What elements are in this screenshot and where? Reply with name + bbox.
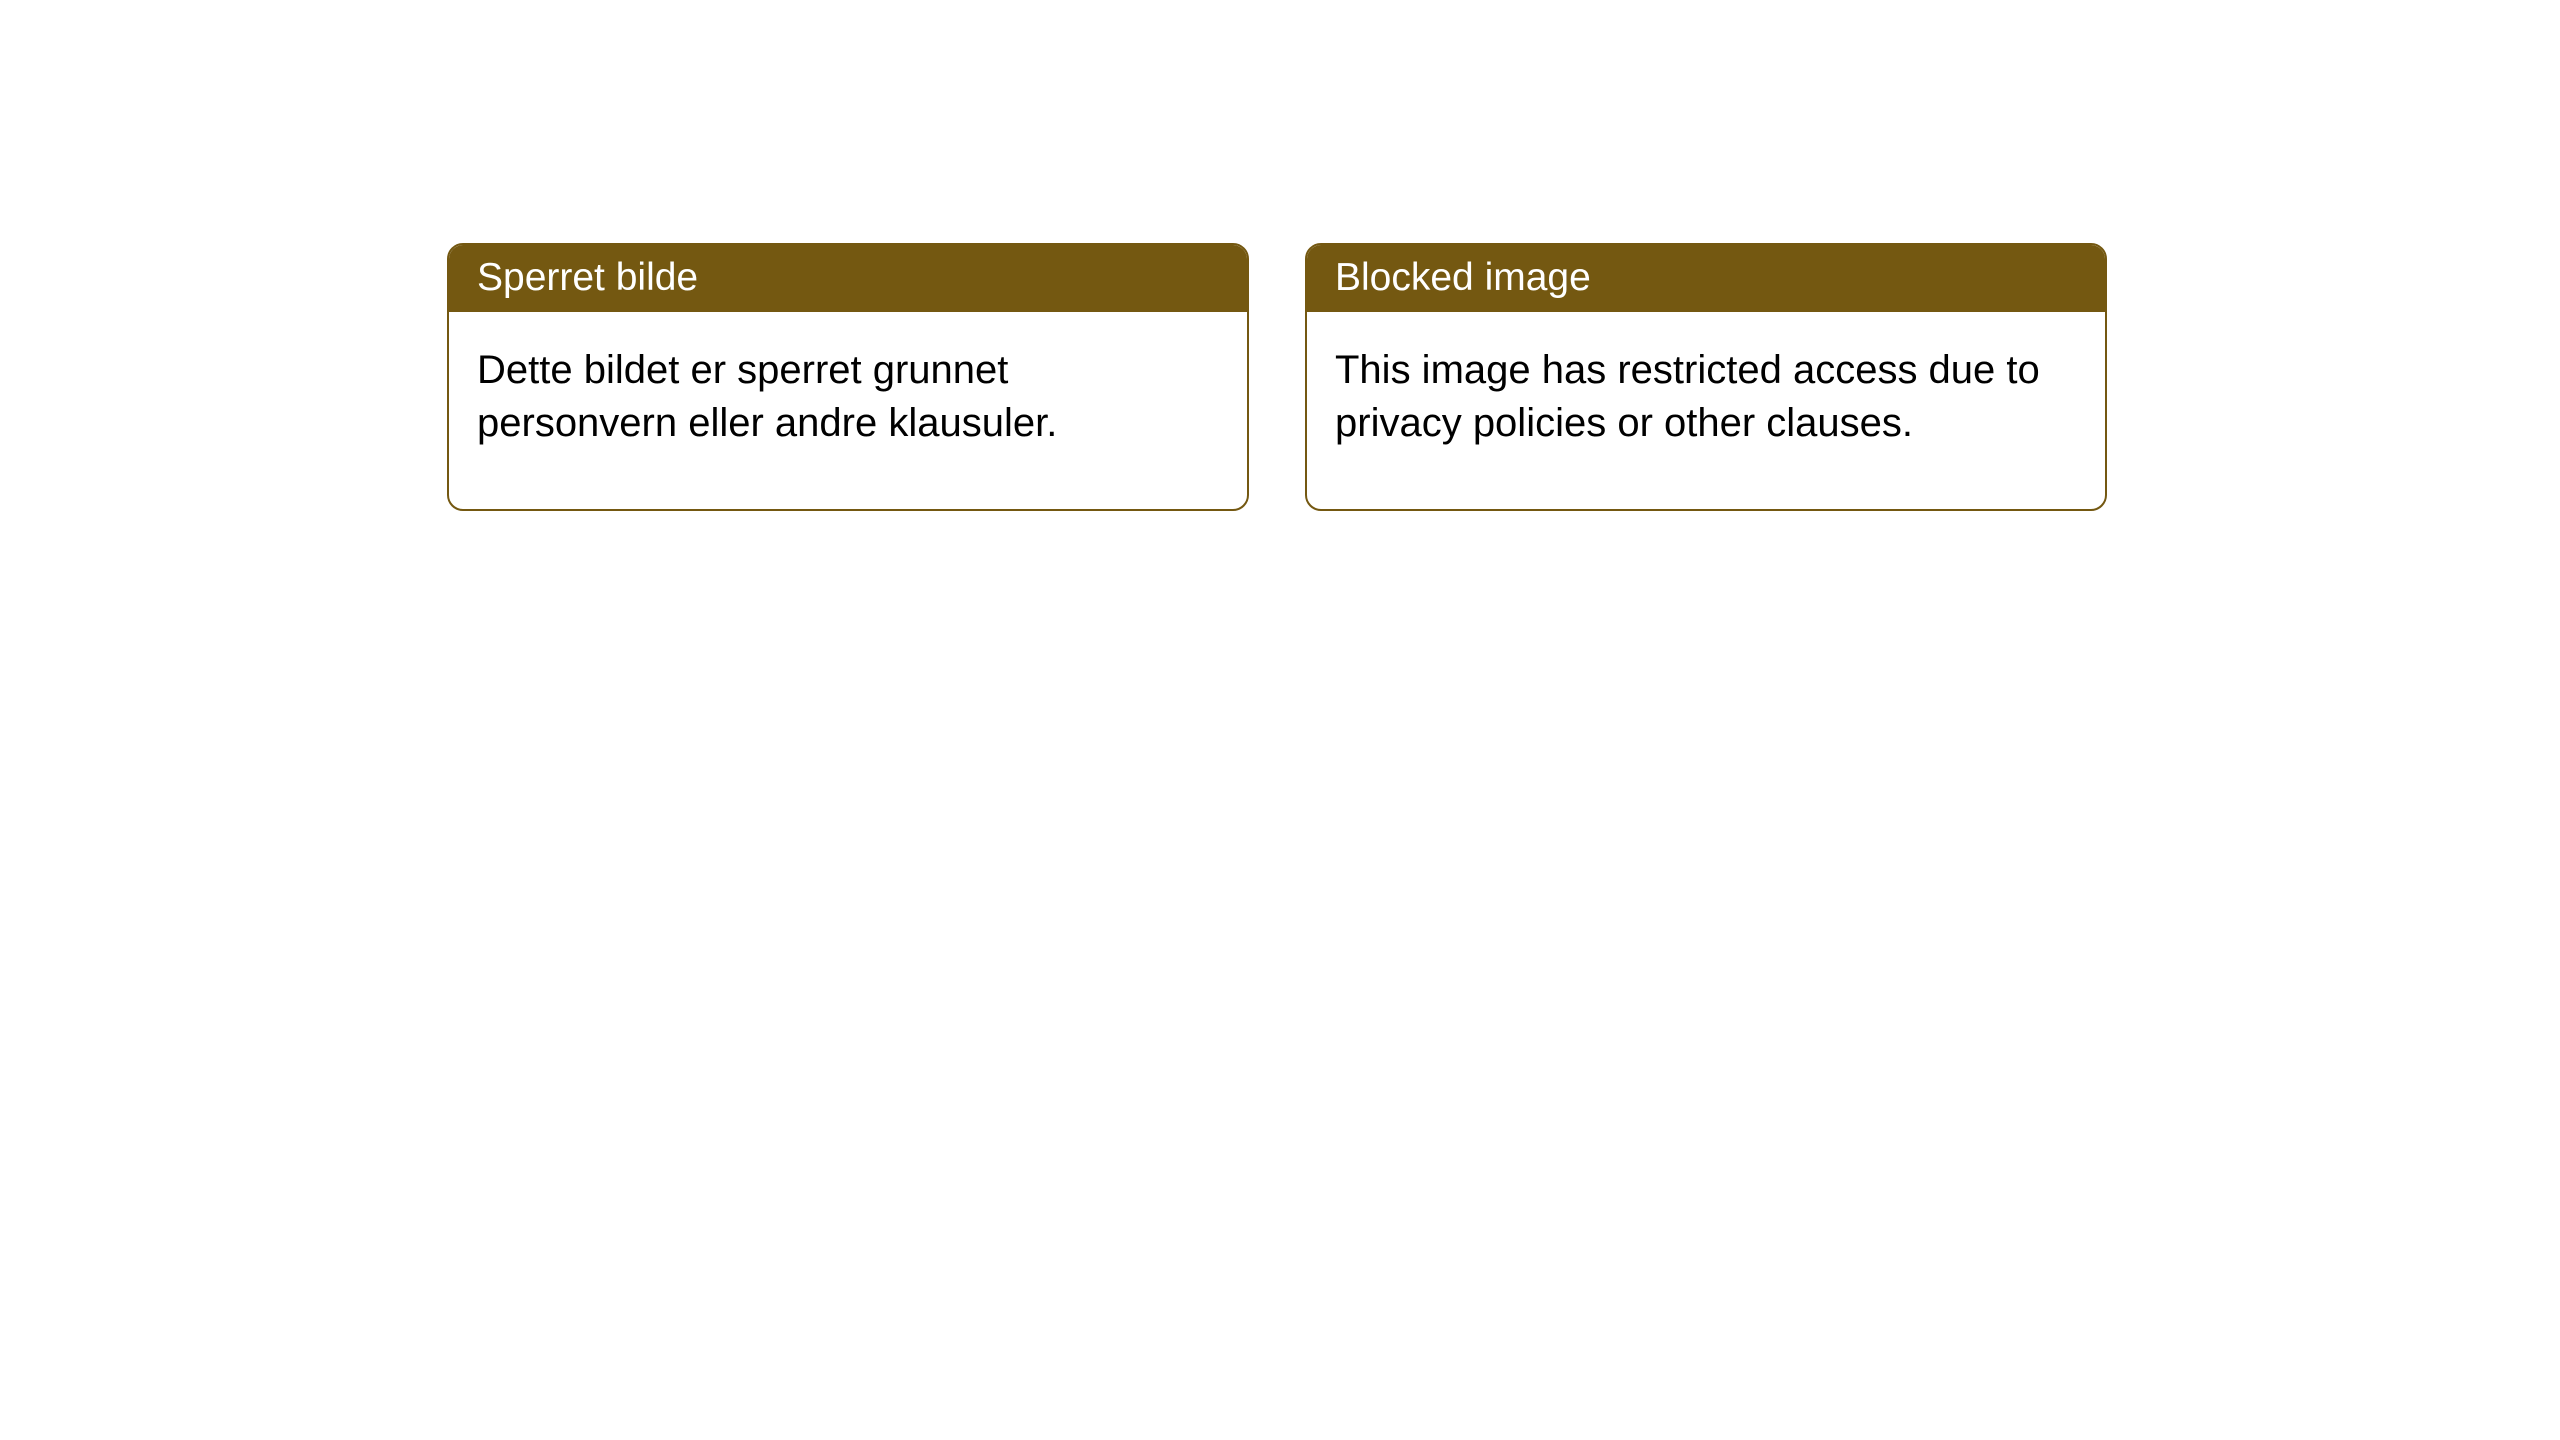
blocked-image-card-en: Blocked image This image has restricted … — [1305, 243, 2107, 511]
card-header-en: Blocked image — [1307, 245, 2105, 312]
card-header-no: Sperret bilde — [449, 245, 1247, 312]
card-body-en: This image has restricted access due to … — [1307, 312, 2105, 510]
notice-container: Sperret bilde Dette bildet er sperret gr… — [0, 0, 2560, 511]
blocked-image-card-no: Sperret bilde Dette bildet er sperret gr… — [447, 243, 1249, 511]
card-body-no: Dette bildet er sperret grunnet personve… — [449, 312, 1247, 510]
